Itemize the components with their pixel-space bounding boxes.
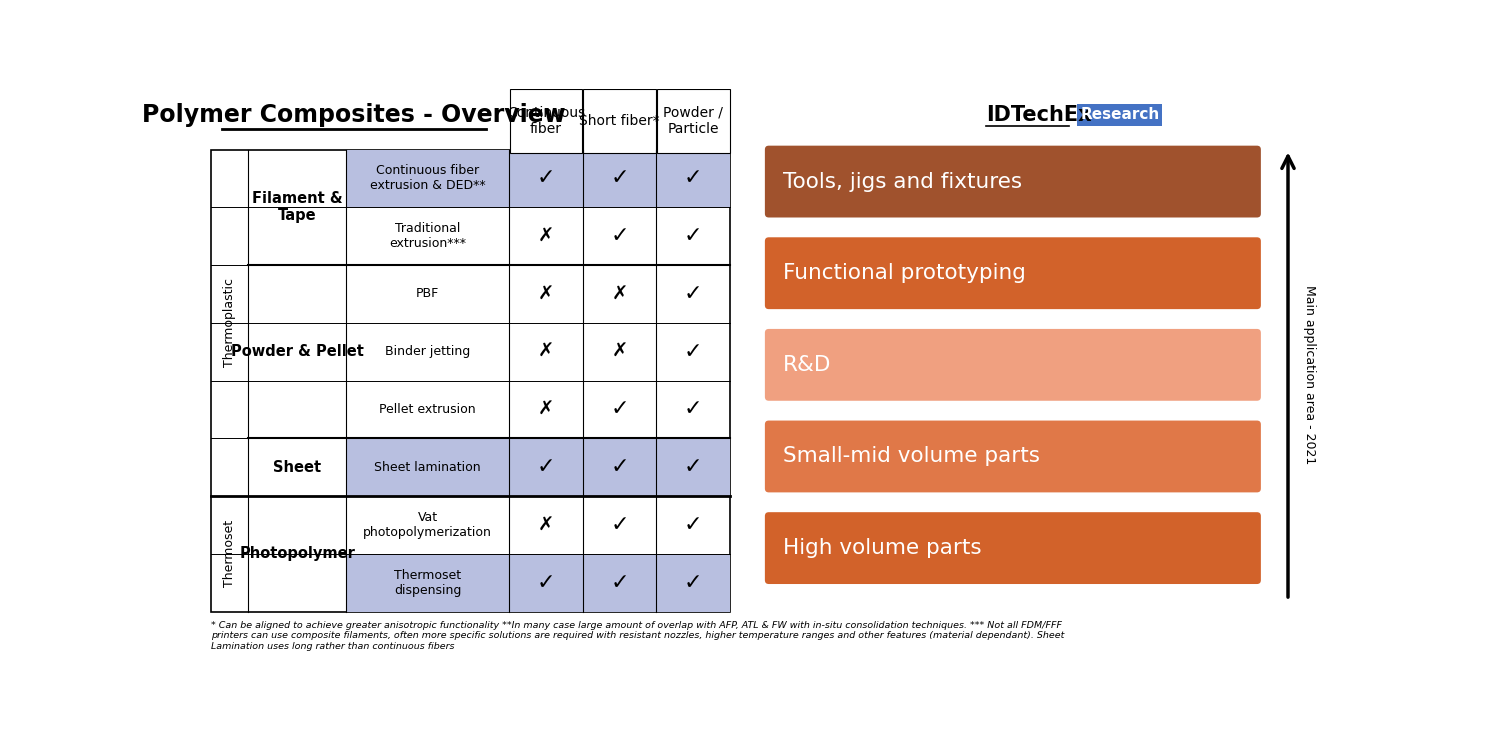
Text: Vat
photopolymerization: Vat photopolymerization	[363, 511, 492, 539]
Text: ✓: ✓	[684, 284, 702, 304]
FancyBboxPatch shape	[765, 329, 1262, 401]
Text: ✗: ✗	[612, 285, 627, 304]
Bar	[510, 89, 582, 154]
Text: ✗: ✗	[537, 342, 554, 361]
Text: Research: Research	[1080, 107, 1160, 123]
Text: ✓: ✓	[537, 168, 555, 188]
Text: Continuous fiber
extrusion & DED**: Continuous fiber extrusion & DED**	[370, 164, 486, 192]
Text: Traditional
extrusion***: Traditional extrusion***	[390, 222, 466, 250]
Text: ✓: ✓	[684, 457, 702, 477]
Text: PBF: PBF	[416, 287, 440, 300]
Text: Main application area - 2021: Main application area - 2021	[1304, 285, 1316, 464]
Text: R&D: R&D	[783, 355, 831, 375]
Text: Polymer Composites - Overview: Polymer Composites - Overview	[142, 103, 566, 127]
Text: Powder /
Particle: Powder / Particle	[663, 106, 723, 136]
Text: ✓: ✓	[610, 168, 628, 188]
Bar	[657, 89, 729, 154]
Text: Pellet extrusion: Pellet extrusion	[380, 403, 476, 416]
Text: ✓: ✓	[684, 168, 702, 188]
Text: ✓: ✓	[610, 457, 628, 477]
Text: ✓: ✓	[610, 515, 628, 535]
Text: ✗: ✗	[612, 342, 627, 361]
Text: ✓: ✓	[684, 399, 702, 420]
Text: Continuous
fiber: Continuous fiber	[507, 106, 585, 136]
Text: Functional prototyping: Functional prototyping	[783, 263, 1026, 283]
Text: Thermoset: Thermoset	[224, 520, 236, 588]
Text: ✗: ✗	[537, 227, 554, 245]
Text: ✗: ✗	[537, 515, 554, 534]
Bar	[1077, 104, 1162, 126]
Bar	[346, 438, 730, 496]
Text: ✗: ✗	[537, 400, 554, 419]
Text: Sheet lamination: Sheet lamination	[375, 460, 482, 474]
Text: Tools, jigs and fixtures: Tools, jigs and fixtures	[783, 171, 1022, 191]
Text: ✓: ✓	[537, 573, 555, 593]
Bar	[584, 89, 656, 154]
Bar	[346, 554, 730, 611]
Text: Short fiber*: Short fiber*	[579, 114, 660, 128]
Text: ✓: ✓	[684, 515, 702, 535]
Text: IDTechEx: IDTechEx	[986, 105, 1092, 125]
Text: ✗: ✗	[537, 285, 554, 304]
Text: Photopolymer: Photopolymer	[238, 546, 356, 561]
Text: ✓: ✓	[537, 457, 555, 477]
Text: * Can be aligned to achieve greater anisotropic functionality **In many case lar: * Can be aligned to achieve greater anis…	[210, 621, 1064, 650]
Bar	[210, 149, 730, 611]
Text: ✓: ✓	[610, 573, 628, 593]
Text: Powder & Pellet: Powder & Pellet	[231, 344, 363, 359]
Text: ✓: ✓	[684, 226, 702, 246]
Text: ✓: ✓	[684, 341, 702, 361]
FancyBboxPatch shape	[765, 420, 1262, 492]
Text: Binder jetting: Binder jetting	[386, 345, 471, 358]
FancyBboxPatch shape	[765, 237, 1262, 309]
Text: Thermoset
dispensing: Thermoset dispensing	[394, 568, 462, 596]
Text: ✓: ✓	[610, 399, 628, 420]
Text: ✓: ✓	[610, 226, 628, 246]
Text: Thermoplastic: Thermoplastic	[224, 279, 236, 367]
Text: Filament &
Tape: Filament & Tape	[252, 191, 342, 223]
Bar	[346, 149, 730, 207]
Text: Sheet: Sheet	[273, 460, 321, 474]
FancyBboxPatch shape	[765, 512, 1262, 584]
FancyBboxPatch shape	[765, 146, 1262, 217]
Text: High volume parts: High volume parts	[783, 538, 981, 558]
Text: Small-mid volume parts: Small-mid volume parts	[783, 446, 1040, 466]
Text: ✓: ✓	[684, 573, 702, 593]
